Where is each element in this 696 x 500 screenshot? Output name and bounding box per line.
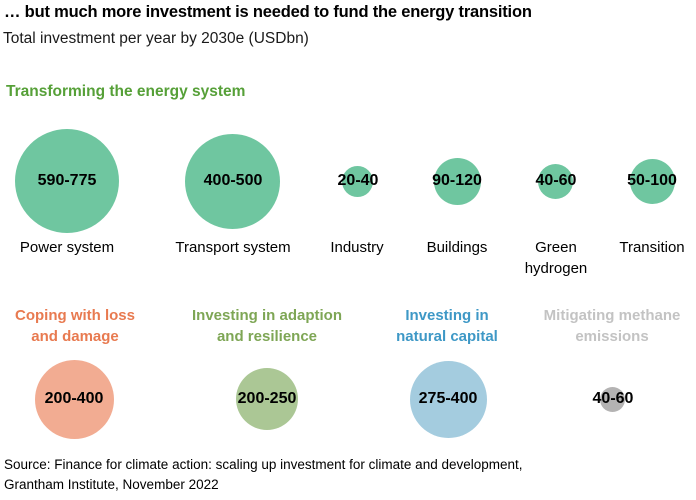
section-title-energy-system: Transforming the energy system [6, 83, 246, 100]
chart-title: … but much more investment is needed to … [4, 3, 532, 21]
bubble-adaption-resilience [236, 368, 298, 430]
section-title-methane-emissions: Mitigating methane emissions [543, 307, 681, 345]
bubble-natural-capital [410, 361, 487, 438]
section-title-loss-and-damage: Coping with loss and damage [15, 307, 135, 345]
label-green-hydrogen: Green hydrogen [524, 239, 588, 277]
bubble-green-hydrogen [538, 164, 573, 199]
bubble-transition [630, 159, 675, 204]
section-title-natural-capital: Investing in natural capital [396, 307, 498, 345]
chart-subtitle: Total investment per year by 2030e (USDb… [3, 30, 309, 47]
value-buildings: 90-120 [432, 172, 482, 189]
source-note: Source: Finance for climate action: scal… [4, 457, 523, 492]
label-transport-system: Transport system [175, 239, 291, 256]
bubble-methane-emissions [600, 387, 625, 412]
label-transition: Transition [619, 239, 685, 256]
value-green-hydrogen: 40-60 [535, 172, 577, 189]
value-adaption-resilience: 200-250 [237, 390, 297, 407]
value-methane-emissions: 40-60 [592, 390, 634, 407]
value-loss-and-damage: 200-400 [44, 390, 104, 407]
value-industry: 20-40 [337, 172, 379, 189]
bubble-industry [342, 166, 373, 197]
value-transport-system: 400-500 [203, 172, 263, 189]
bubble-loss-and-damage [35, 360, 114, 439]
bubble-buildings [434, 158, 481, 205]
bubble-power-system [15, 129, 119, 233]
value-transition: 50-100 [627, 172, 677, 189]
section-title-adaption-resilience: Investing in adaption and resilience [191, 307, 342, 345]
value-power-system: 590-775 [37, 172, 97, 189]
label-buildings: Buildings [426, 239, 488, 256]
bubble-transport-system [185, 134, 280, 229]
value-natural-capital: 275-400 [418, 390, 478, 407]
label-power-system: Power system [19, 239, 115, 256]
label-industry: Industry [330, 239, 384, 256]
